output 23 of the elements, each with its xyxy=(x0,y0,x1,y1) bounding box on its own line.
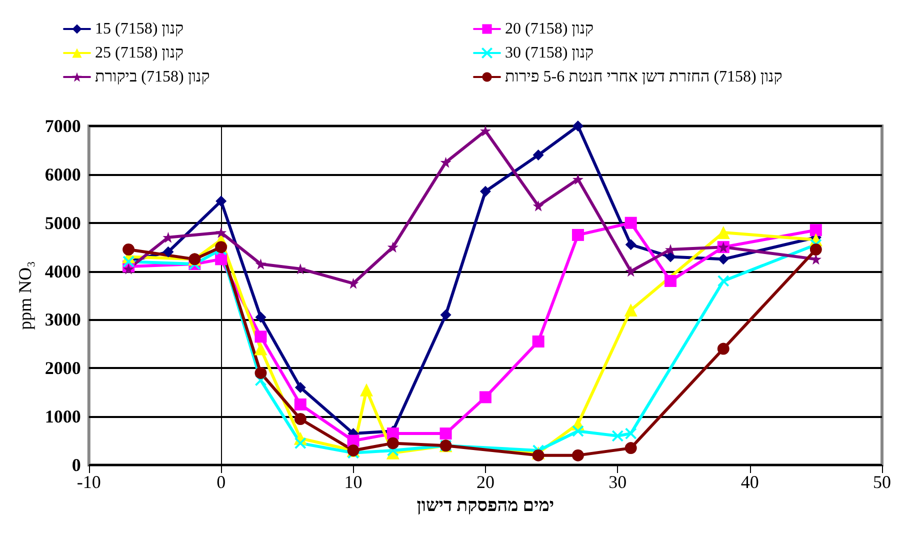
x-tick-label: 50 xyxy=(873,472,891,492)
y-axis-title: ppm NO₃ xyxy=(15,261,35,330)
legend-label: קנון (7158) 30 xyxy=(505,44,594,62)
x-tick-label: 30 xyxy=(608,472,627,492)
legend-label: קנון (7158) 20 xyxy=(505,20,594,38)
y-tick-label: 4000 xyxy=(44,261,81,282)
legend-label: קנון (7158) 25 xyxy=(95,44,184,62)
x-tick-label: 40 xyxy=(740,472,759,492)
y-tick-label: 5000 xyxy=(44,212,81,233)
legend-label: קנון (7158) ביקורת xyxy=(95,68,210,86)
y-tick-label: 2000 xyxy=(44,358,81,378)
legend-label: קנון (7158) החזרת דשן אחרי חנטת 5-6 פירות xyxy=(505,68,782,86)
x-tick-label: 0 xyxy=(216,472,226,492)
x-tick-label: -10 xyxy=(76,472,101,492)
y-tick-label: 6000 xyxy=(44,164,81,184)
legend-label: קנון (7158) 15 xyxy=(95,20,184,38)
y-tick-label: 7000 xyxy=(44,116,81,136)
y-tick-label: 0 xyxy=(72,455,81,475)
y-tick-label: 1000 xyxy=(44,406,81,427)
x-tick-label: 20 xyxy=(476,472,494,492)
x-tick-label: 10 xyxy=(344,472,362,492)
y-tick-label: 3000 xyxy=(44,310,81,330)
x-axis-title: ימים מהפסקת דישון xyxy=(416,494,554,515)
